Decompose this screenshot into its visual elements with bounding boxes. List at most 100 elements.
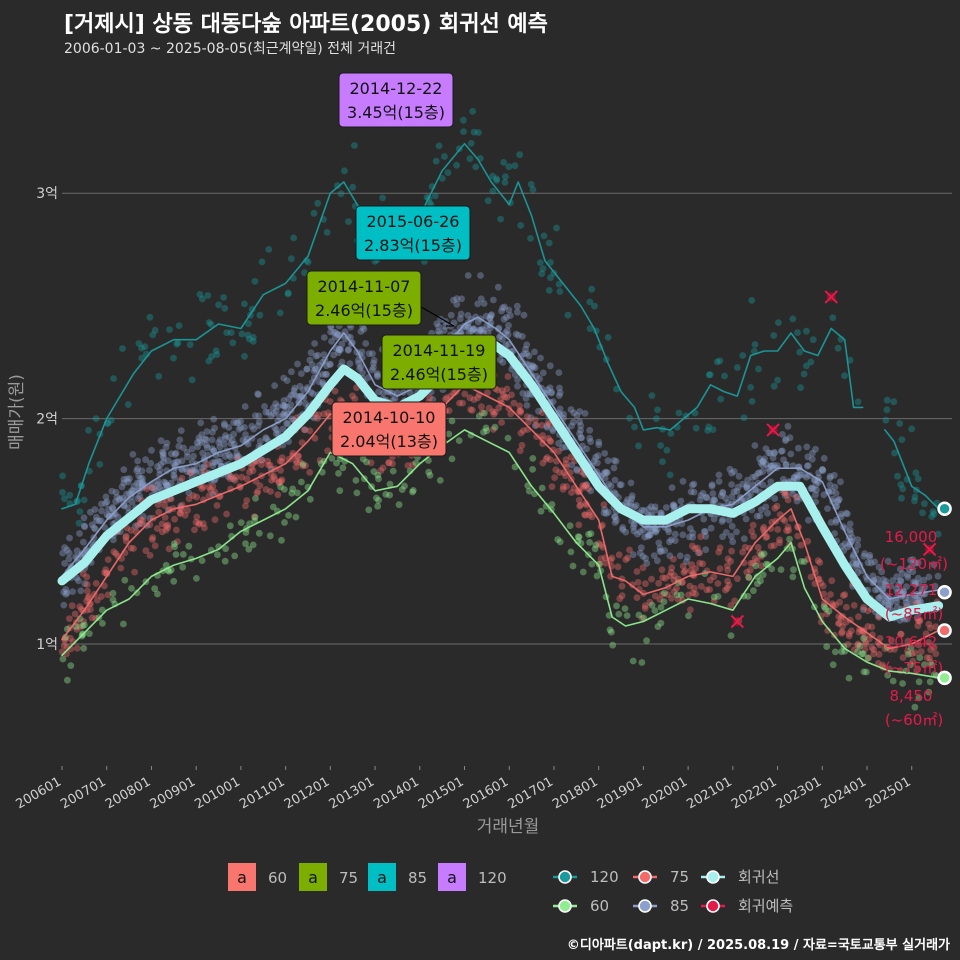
transaction-dot <box>401 381 409 389</box>
transaction-dot <box>503 394 511 401</box>
transaction-dot <box>653 526 661 533</box>
transaction-dot <box>903 475 911 483</box>
transaction-dot <box>276 457 284 465</box>
transaction-dot <box>320 410 328 418</box>
transaction-dot <box>387 353 395 361</box>
transaction-dot <box>406 404 413 411</box>
transaction-dot <box>922 630 930 638</box>
transaction-dot <box>467 140 475 147</box>
transaction-dot <box>896 611 904 618</box>
transaction-dot <box>162 481 170 489</box>
transaction-dot <box>216 492 224 500</box>
transaction-dot <box>128 489 136 497</box>
transaction-dot <box>731 597 739 605</box>
transaction-dot <box>692 565 699 572</box>
transaction-dot <box>248 435 256 442</box>
transaction-dot <box>175 322 183 329</box>
legend-label-text: 75 <box>339 869 358 887</box>
transaction-dot <box>576 408 584 415</box>
transaction-dot <box>125 509 133 517</box>
transaction-dot <box>601 474 609 482</box>
transaction-dot <box>651 525 659 533</box>
transaction-dot <box>555 369 563 376</box>
transaction-dot <box>844 510 851 518</box>
transaction-dot <box>289 449 297 457</box>
transaction-dot <box>154 481 162 488</box>
transaction-dot <box>393 389 401 397</box>
transaction-dot <box>677 591 685 599</box>
transaction-dot <box>258 258 266 266</box>
transaction-dot <box>866 594 874 602</box>
transaction-dot <box>502 173 509 181</box>
x-tick-label: 200601 <box>14 774 64 812</box>
transaction-dot <box>676 552 684 560</box>
transaction-dot <box>619 502 627 509</box>
transaction-dot <box>679 562 687 570</box>
transaction-dot <box>160 454 167 462</box>
transaction-dot <box>102 499 109 507</box>
transaction-dot <box>609 641 617 649</box>
transaction-dot <box>242 529 250 536</box>
transaction-dot <box>266 461 274 469</box>
transaction-dot <box>600 501 608 508</box>
transaction-dot <box>860 603 868 611</box>
x-tick-label: 202401 <box>819 774 869 812</box>
transaction-dot <box>634 579 642 586</box>
transaction-dot <box>120 502 128 510</box>
transaction-dot <box>713 510 721 518</box>
transaction-dot <box>854 536 862 544</box>
transaction-dot <box>74 563 82 570</box>
transaction-dot <box>556 431 563 438</box>
transaction-dot <box>249 337 257 345</box>
transaction-dot <box>237 458 245 466</box>
transaction-dot <box>641 602 649 610</box>
transaction-dot <box>520 311 528 319</box>
transaction-dot <box>207 546 215 554</box>
transaction-dot <box>160 458 167 466</box>
transaction-dot <box>139 503 147 511</box>
transaction-dot <box>164 521 172 529</box>
transaction-dot <box>326 360 334 368</box>
transaction-dot <box>233 419 241 427</box>
transaction-dot <box>287 401 295 409</box>
transaction-dot <box>93 513 100 521</box>
transaction-dot <box>356 403 363 411</box>
transaction-dot <box>628 492 636 500</box>
transaction-dot <box>99 620 106 627</box>
transaction-dot <box>707 510 715 518</box>
legend-label-item: a 85 <box>368 863 427 891</box>
transaction-dot <box>722 529 730 536</box>
transaction-dot <box>127 493 135 501</box>
transaction-dot <box>754 580 761 588</box>
transaction-dot <box>344 346 352 354</box>
transaction-dot <box>270 473 278 480</box>
transaction-dot <box>670 588 678 595</box>
transaction-dot <box>797 484 804 491</box>
transaction-dot <box>800 370 808 378</box>
transaction-dot <box>109 512 116 519</box>
transaction-dot <box>665 528 673 536</box>
transaction-dot <box>379 395 387 403</box>
transaction-dot <box>920 576 928 584</box>
transaction-dot <box>662 504 670 511</box>
transaction-dot <box>95 614 103 621</box>
transaction-dot <box>154 590 161 598</box>
transaction-dot <box>903 602 911 609</box>
transaction-dot <box>278 536 285 544</box>
transaction-dot <box>304 384 311 391</box>
transaction-dot <box>332 407 340 415</box>
transaction-dot <box>109 520 117 528</box>
transaction-dot <box>651 503 659 511</box>
transaction-dot <box>209 490 217 498</box>
transaction-dot <box>925 639 932 646</box>
transaction-dot <box>751 486 758 493</box>
transaction-dot <box>104 556 112 563</box>
transaction-dot <box>291 427 299 434</box>
transaction-dot <box>176 509 184 517</box>
transaction-dot <box>315 391 322 399</box>
transaction-dot <box>582 511 589 519</box>
transaction-dot <box>763 560 770 568</box>
transaction-dot <box>932 605 939 613</box>
transaction-dot <box>435 401 442 408</box>
transaction-dot <box>477 327 484 334</box>
